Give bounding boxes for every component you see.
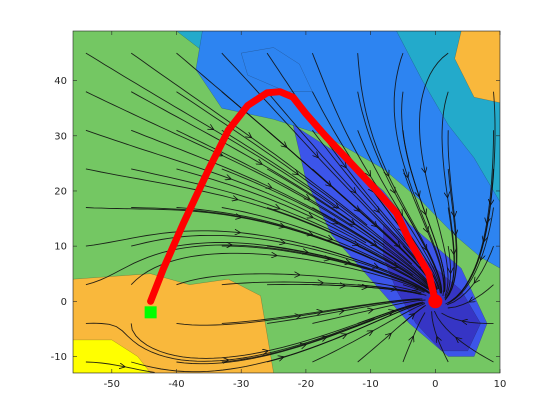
trajectory-path bbox=[147, 88, 439, 305]
contour-line bbox=[454, 31, 500, 103]
x-tick-label: -40 bbox=[168, 379, 184, 390]
contour-region-level-2 bbox=[454, 31, 500, 103]
x-tick-label: -10 bbox=[362, 379, 378, 390]
x-axis: -50 -40 -30 -20 -10 0 10 bbox=[104, 31, 507, 390]
y-tick-label: 40 bbox=[54, 76, 67, 87]
y-tick-label: 20 bbox=[54, 186, 67, 197]
x-tick-label: 10 bbox=[494, 379, 507, 390]
x-tick-label: -50 bbox=[104, 379, 120, 390]
x-tick-label: 0 bbox=[432, 379, 438, 390]
path-layer bbox=[147, 88, 439, 305]
marker-layer bbox=[144, 294, 443, 319]
end-marker bbox=[428, 294, 443, 309]
start-marker bbox=[144, 306, 157, 319]
y-axis: -10 0 10 20 30 40 bbox=[51, 76, 500, 363]
axes-box bbox=[72, 30, 501, 374]
streamlines bbox=[85, 52, 496, 373]
y-tick-label: -10 bbox=[51, 352, 67, 363]
x-tick-label: -20 bbox=[298, 379, 314, 390]
y-tick-label: 30 bbox=[54, 131, 67, 142]
y-tick-label: 10 bbox=[54, 242, 67, 253]
contour-line bbox=[73, 339, 151, 373]
contour-region-level-1 bbox=[73, 339, 151, 373]
contour-region-level-5 bbox=[241, 47, 313, 92]
x-tick-label: -30 bbox=[233, 379, 249, 390]
plot-area bbox=[73, 31, 500, 373]
y-tick-label: 0 bbox=[61, 297, 67, 308]
